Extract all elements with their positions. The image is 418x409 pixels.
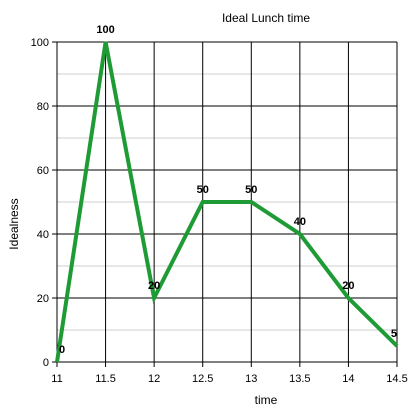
- chart-title: Ideal Lunch time: [222, 11, 310, 25]
- y-tick-label: 20: [37, 293, 49, 305]
- data-label: 0: [59, 344, 65, 356]
- y-tick-label: 0: [43, 357, 49, 369]
- data-label: 50: [197, 184, 209, 196]
- data-label: 100: [96, 24, 114, 36]
- y-tick-label: 80: [37, 101, 49, 113]
- data-label: 50: [245, 184, 257, 196]
- data-label: 5: [391, 328, 397, 340]
- data-labels: 0 100 20 50 50 40 20 5: [59, 24, 397, 356]
- data-label: 20: [342, 280, 354, 292]
- data-label: 40: [294, 216, 306, 228]
- y-tick-label: 40: [37, 229, 49, 241]
- x-tick-label: 11: [51, 373, 62, 385]
- series-line: [55, 41, 399, 363]
- y-tick-label: 100: [31, 37, 49, 49]
- series: [55, 41, 399, 363]
- x-tick-label: 13.5: [289, 373, 310, 385]
- tick-labels: 0 20 40 60 80 100 11 11.5 12 12.5 13 13.5 14 14.5: [31, 37, 408, 385]
- x-tick-label: 11.5: [95, 373, 116, 385]
- axes: [56, 42, 397, 363]
- x-tick-label: 12: [148, 373, 160, 385]
- x-axis-label: time: [255, 393, 278, 407]
- data-label: 20: [148, 280, 160, 292]
- x-tick-label: 14: [342, 373, 354, 385]
- x-tick-label: 14.5: [386, 373, 407, 385]
- y-axis-label: Idealness: [7, 198, 21, 249]
- y-tick-label: 60: [37, 165, 49, 177]
- x-tick-label: 13: [245, 373, 257, 385]
- x-tick-label: 12.5: [192, 373, 213, 385]
